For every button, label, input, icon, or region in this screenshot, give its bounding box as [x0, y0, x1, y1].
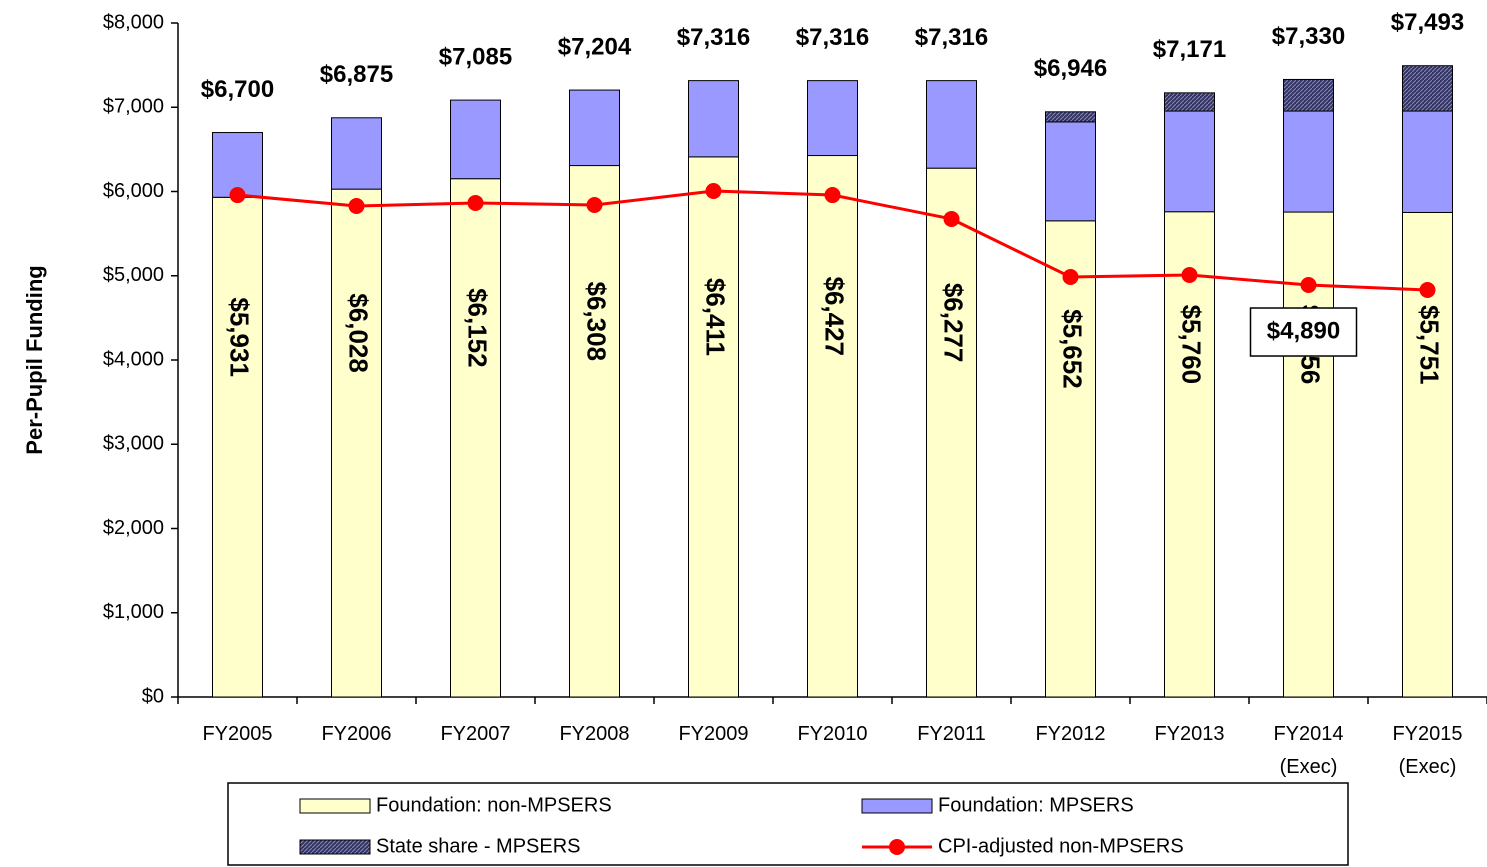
bar-segment	[807, 80, 858, 157]
line-point	[1062, 269, 1079, 286]
total-label: $7,204	[558, 33, 632, 60]
line-point	[824, 187, 841, 204]
legend-label: Foundation: MPSERS	[938, 794, 1134, 816]
y-tick-label: $5,000	[103, 264, 164, 286]
legend-label: State share - MPSERS	[376, 835, 581, 857]
total-label: $7,316	[915, 24, 988, 51]
y-axis-label: Per-Pupil Funding	[22, 265, 47, 454]
line-point	[1419, 281, 1436, 298]
bar-segment	[331, 188, 382, 698]
bar-value-label: $5,760	[1177, 305, 1207, 385]
total-label: $6,875	[320, 61, 393, 88]
x-tick-label: FY2011	[917, 723, 986, 745]
bar-segment	[450, 99, 501, 180]
total-label: $7,171	[1153, 36, 1226, 63]
x-tick-label: FY2010	[797, 723, 868, 745]
x-tick-label: FY2007	[440, 723, 511, 745]
bar-segment	[1283, 78, 1334, 112]
line-point	[467, 194, 484, 211]
bar-segment	[1164, 110, 1215, 213]
x-tick-label: FY2012	[1035, 723, 1106, 745]
line-point	[586, 196, 603, 213]
bar-segment	[1045, 111, 1096, 123]
bar-segment	[1045, 121, 1096, 222]
y-tick-label: $6,000	[103, 180, 164, 202]
annotation-box	[1249, 307, 1358, 357]
total-label: $7,085	[439, 43, 512, 70]
bar-segment	[450, 178, 501, 698]
bar-segment	[807, 155, 858, 698]
y-tick-label: $7,000	[103, 96, 164, 118]
legend-label: Foundation: non-MPSERS	[376, 794, 612, 816]
y-tick-label: $1,000	[103, 601, 164, 623]
legend-box	[227, 782, 1349, 866]
total-label: $7,330	[1272, 23, 1345, 50]
bar-value-label: $6,277	[939, 283, 969, 363]
x-tick-label: FY2014 (Exec)	[1273, 723, 1344, 778]
line-point	[943, 210, 960, 227]
bar-segment	[1045, 220, 1096, 698]
total-label: $6,946	[1034, 55, 1107, 82]
bar-value-label: $6,308	[582, 282, 612, 362]
line-point	[1300, 277, 1317, 294]
bar-segment	[331, 117, 382, 190]
line-value-label: $4,890	[1267, 317, 1340, 344]
bar-value-label: $6,411	[701, 278, 731, 356]
y-tick-label: $0	[142, 685, 164, 707]
bar-segment	[926, 167, 977, 698]
legend-label: CPI-adjusted non-MPSERS	[938, 835, 1184, 857]
bar-segment	[1283, 110, 1334, 213]
bar-segment	[1164, 211, 1215, 698]
bar-segment	[569, 89, 620, 167]
line-point	[229, 187, 246, 204]
total-label: $7,316	[796, 24, 869, 51]
bar-segment	[569, 165, 620, 698]
bar-segment	[1402, 110, 1453, 213]
bar-value-label: $6,028	[344, 293, 374, 373]
bar-value-label: $5,652	[1058, 309, 1088, 389]
x-tick-label: FY2006	[321, 723, 392, 745]
x-tick-label: FY2015 (Exec)	[1392, 723, 1463, 778]
bar-value-label: $5,931	[225, 297, 255, 377]
total-label: $7,316	[677, 24, 750, 51]
x-tick-label: FY2009	[678, 723, 749, 745]
legend-swatch	[299, 839, 371, 855]
bar-segment	[212, 132, 263, 198]
bar-value-label: $6,427	[820, 276, 850, 356]
line-point	[1181, 266, 1198, 283]
bar-segment	[688, 156, 739, 698]
bar-value-label: $5,751	[1415, 305, 1445, 385]
bar-value-label: $6,152	[463, 288, 493, 368]
legend-swatch	[889, 839, 905, 855]
legend-swatch	[861, 798, 933, 814]
line-point	[348, 197, 365, 214]
total-label: $6,700	[201, 76, 274, 103]
bar-segment	[212, 196, 263, 698]
bar-segment	[1164, 92, 1215, 112]
x-tick-label: FY2005	[202, 723, 273, 745]
y-tick-label: $4,000	[103, 348, 164, 370]
bar-segment	[1402, 65, 1453, 112]
y-tick-label: $8,000	[103, 11, 164, 33]
bar-segment	[688, 80, 739, 158]
total-label: $7,493	[1391, 9, 1464, 36]
legend-swatch	[299, 798, 371, 814]
x-tick-label: FY2008	[559, 723, 630, 745]
line-point	[705, 182, 722, 199]
bar-segment	[926, 80, 977, 169]
x-tick-label: FY2013	[1154, 723, 1225, 745]
y-tick-label: $3,000	[103, 433, 164, 455]
y-tick-label: $2,000	[103, 517, 164, 539]
